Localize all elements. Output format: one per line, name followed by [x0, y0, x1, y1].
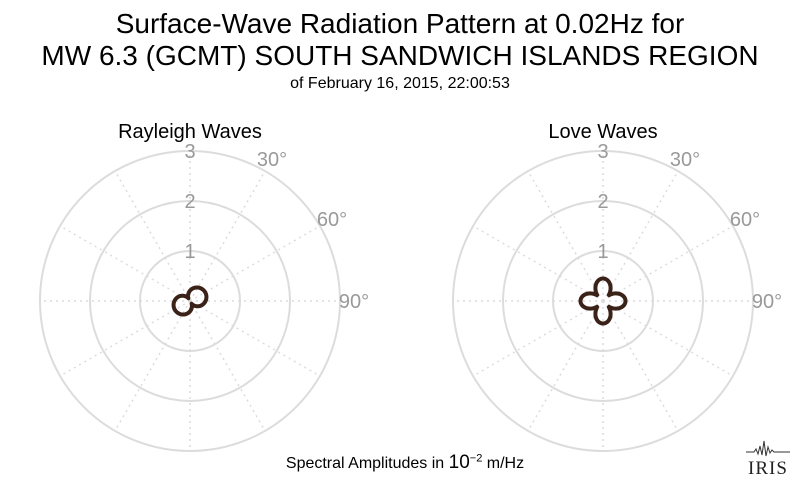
chart-title-line-2: MW 6.3 (GCMT) SOUTH SANDWICH ISLANDS REG…	[41, 40, 759, 71]
polar-1-ring	[39, 150, 341, 452]
polar-2-radiation-pattern	[578, 276, 628, 326]
polar-2-r-tick-label: 1	[597, 241, 608, 263]
polar-1-spoke	[114, 170, 191, 302]
polar-2-theta-tick-label: 60°	[730, 209, 760, 231]
iris-logo: IRIS	[744, 438, 792, 482]
polar-2-spoke	[472, 300, 604, 377]
seismogram-icon	[746, 440, 790, 457]
chart-title-line-1: Surface-Wave Radiation Pattern at 0.02Hz…	[115, 8, 685, 39]
footer-units: Spectral Amplitudes in 10−2 m/Hz	[0, 452, 800, 474]
polar-2-spoke	[472, 225, 604, 302]
footer-exponent: −2	[469, 452, 483, 465]
polar-2-theta-tick-label: 90°	[752, 291, 782, 313]
polar-1-spoke	[189, 300, 266, 432]
polar-1-theta-tick-label: 90°	[339, 291, 369, 313]
polar-1-spoke	[189, 170, 266, 302]
polar-2-spoke	[527, 300, 604, 432]
footer-unit: m/Hz	[482, 455, 525, 472]
polar-2-title: Love Waves	[548, 121, 657, 143]
polar-1-spoke	[59, 225, 191, 302]
polar-1-radiation-pattern	[171, 285, 209, 317]
title-block: Surface-Wave Radiation Pattern at 0.02Hz…	[0, 8, 800, 94]
polar-1-spoke	[189, 225, 321, 302]
polar-1-r-tick-label: 3	[184, 141, 195, 163]
polar-1-r-tick-label: 2	[184, 191, 195, 213]
polar-2-spoke	[602, 225, 734, 302]
polar-1-theta-tick-label: 30°	[257, 149, 287, 171]
polar-2-ring	[452, 150, 754, 452]
polar-1-theta-tick-label: 60°	[317, 209, 347, 231]
polar-1-spoke	[114, 300, 191, 432]
footer-prefix: Spectral Amplitudes in	[285, 455, 449, 472]
polar-2-spoke	[602, 300, 734, 377]
chart-subtitle: of February 16, 2015, 22:00:53	[290, 75, 510, 92]
polar-2-theta-tick-label: 30°	[670, 149, 700, 171]
polar-1-r-tick-label: 1	[184, 241, 195, 263]
polar-2-spoke	[602, 170, 679, 302]
polar-1-title: Rayleigh Waves	[118, 121, 262, 143]
polar-1-ring	[139, 250, 241, 352]
polar-2-r-tick-label: 2	[597, 191, 608, 213]
polar-2-ring	[552, 250, 654, 352]
footer-base: 10	[448, 452, 470, 473]
polar-1-ring	[89, 200, 291, 402]
polar-2-spoke	[527, 170, 604, 302]
polar-1-spoke	[59, 300, 191, 377]
polar-2-ring	[502, 200, 704, 402]
logo-text: IRIS	[748, 458, 788, 479]
polar-2-spoke	[602, 300, 679, 432]
polar-1-spoke	[189, 300, 321, 377]
polar-2-r-tick-label: 3	[597, 141, 608, 163]
